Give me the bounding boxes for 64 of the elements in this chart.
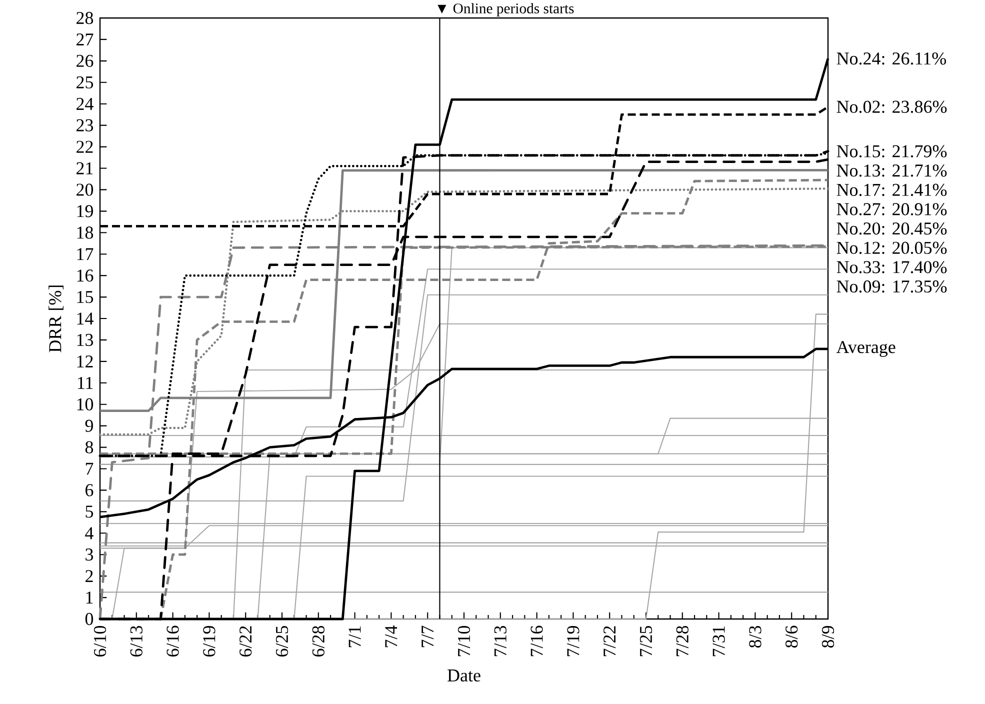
y-tick-label: 12	[77, 355, 93, 368]
series-label: Average	[836, 341, 896, 357]
y-tick-label: 0	[85, 612, 94, 626]
y-axis-title: DRR [%]	[48, 286, 64, 352]
y-tick-label: 16	[77, 270, 94, 282]
ref-line-label: ▼ Online periods starts	[438, 3, 574, 16]
x-tick-label: 6/25	[276, 626, 288, 656]
x-tick-label: 6/13	[130, 626, 142, 656]
x-tick-label: 7/10	[458, 626, 470, 656]
y-tick-label: 27	[76, 34, 94, 46]
y-tick-label: 10	[77, 398, 94, 410]
series-label: No.27: 20.91%	[836, 203, 947, 216]
series-label: No.09: 17.35%	[836, 280, 947, 293]
x-tick-label: 8/3	[749, 626, 762, 648]
y-tick-label: 11	[78, 376, 93, 389]
text: No.12: 20.05%	[836, 242, 947, 254]
x-tick-label: 7/25	[640, 626, 652, 656]
y-tick-label: 18	[77, 226, 94, 239]
y-tick-label: 15	[77, 291, 94, 304]
x-tick-label: 7/1	[348, 626, 361, 648]
text: No.20: 20.45%	[836, 222, 947, 235]
x-tick-label: 7/13	[494, 626, 506, 656]
series-label: No.24: 26.11%	[836, 52, 946, 65]
y-tick-label: 5	[86, 506, 94, 518]
x-tick-label: 7/7	[422, 626, 434, 648]
y-tick-label: 22	[76, 140, 93, 153]
x-tick-label: 8/6	[786, 626, 798, 648]
y-tick-label: 21	[76, 162, 93, 174]
y-tick-label: 2	[86, 570, 93, 582]
y-tick-label: 4	[85, 527, 94, 540]
y-tick-label: 26	[76, 54, 94, 67]
series-label: No.33: 17.40%	[836, 261, 947, 274]
y-tick-label: 8	[85, 441, 94, 454]
y-tick-label: 20	[76, 184, 94, 196]
y-tick-label: 6	[86, 484, 94, 496]
x-tick-label: 6/10	[94, 626, 106, 656]
x-axis-title: Date	[448, 670, 480, 682]
x-tick-label: 7/16	[530, 626, 543, 656]
x-tick-label: 7/19	[567, 626, 580, 656]
y-tick-label: 23	[76, 119, 94, 132]
y-tick-label: 3	[86, 548, 94, 561]
y-tick-label: 7	[86, 462, 94, 475]
series-label: No.15: 21.79%	[836, 145, 947, 158]
x-tick-label: 6/16	[166, 626, 179, 656]
y-tick-label: 1	[86, 592, 93, 604]
x-tick-label: 7/4	[385, 626, 398, 648]
y-tick-label: 13	[77, 334, 94, 346]
x-tick-label: 6/28	[312, 626, 324, 656]
y-tick-label: 24	[76, 98, 94, 110]
series-label: No.13: 21.71%	[836, 164, 947, 177]
x-tick-label: 6/22	[240, 626, 252, 656]
y-tick-label: 9	[85, 420, 93, 432]
series-label: No.02: 23.86%	[836, 100, 947, 113]
y-tick-label: 19	[77, 205, 93, 218]
y-tick-label: 28	[76, 12, 94, 24]
y-tick-label: 25	[76, 76, 94, 88]
x-tick-label: 7/28	[676, 626, 688, 656]
x-tick-label: 7/31	[712, 626, 725, 656]
x-tick-label: 6/19	[203, 626, 216, 656]
y-tick-label: 17	[77, 248, 94, 260]
series-label: No.17: 21.41%	[836, 184, 947, 196]
x-tick-label: 8/9	[822, 626, 834, 648]
x-tick-label: 7/22	[604, 626, 616, 656]
y-tick-label: 14	[77, 312, 94, 324]
